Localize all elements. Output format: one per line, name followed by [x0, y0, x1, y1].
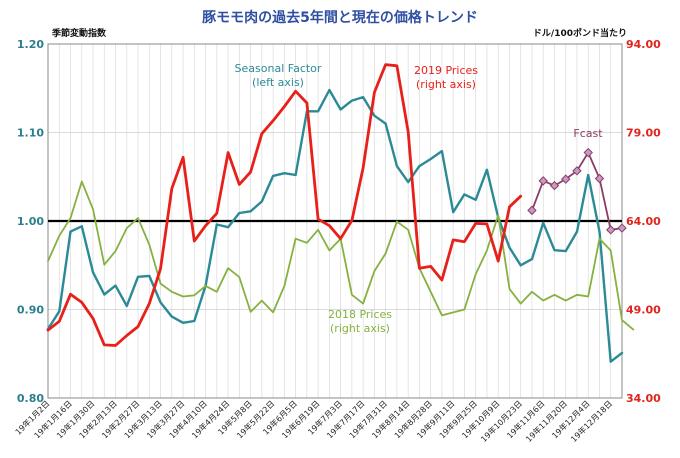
- right-axis-label: ドル/100ポンド当たり: [533, 27, 627, 39]
- right-tick-label: 94.00: [626, 38, 661, 51]
- right-tick-label: 79.00: [626, 127, 661, 140]
- right-tick-label: 34.00: [626, 392, 661, 405]
- fcast-marker: [538, 176, 548, 186]
- chart-title: 豚モモ肉の過去5年間と現在の価格トレンド: [202, 9, 478, 26]
- 2019-prices-line: [46, 63, 523, 347]
- fcast-marker: [583, 147, 593, 158]
- 2018-prices-annotation: (right axis): [330, 322, 390, 335]
- 2018-prices-annotation: 2018 Prices: [328, 308, 392, 321]
- left-tick-label: 0.90: [17, 304, 44, 317]
- fcast-marker: [617, 223, 627, 233]
- 2019-prices-annotation: 2019 Prices: [414, 64, 478, 77]
- left-axis-label: 季節変動指数: [51, 27, 107, 39]
- right-tick-label: 64.00: [626, 215, 661, 228]
- left-tick-label: 0.80: [17, 392, 44, 405]
- annotations: Seasonal Factor(left axis)2018 Prices(ri…: [235, 62, 604, 335]
- fcast-marker: [572, 166, 582, 176]
- fcast-marker: [606, 225, 616, 235]
- seasonal-factor-annotation: (left axis): [252, 76, 304, 89]
- fcast-marker: [527, 205, 537, 216]
- fcast-annotation: Fcast: [573, 127, 603, 140]
- series-layer: [46, 63, 635, 363]
- seasonal-factor-annotation: Seasonal Factor: [235, 62, 322, 75]
- fcast-marker: [594, 173, 605, 184]
- right-tick-label: 49.00: [626, 304, 661, 317]
- seasonal-factor-line: [46, 88, 624, 363]
- left-tick-label: 1.00: [17, 215, 44, 228]
- fcast-marker: [549, 180, 560, 191]
- left-tick-label: 1.20: [17, 38, 44, 51]
- left-tick-label: 1.10: [17, 127, 44, 140]
- fcast-marker: [561, 174, 571, 184]
- axes: 0.80 0.90 1.00 1.10 1.20 34.00 49.00 64.00 79.00…: [13, 38, 661, 444]
- 2019-prices-annotation: (right axis): [416, 78, 476, 91]
